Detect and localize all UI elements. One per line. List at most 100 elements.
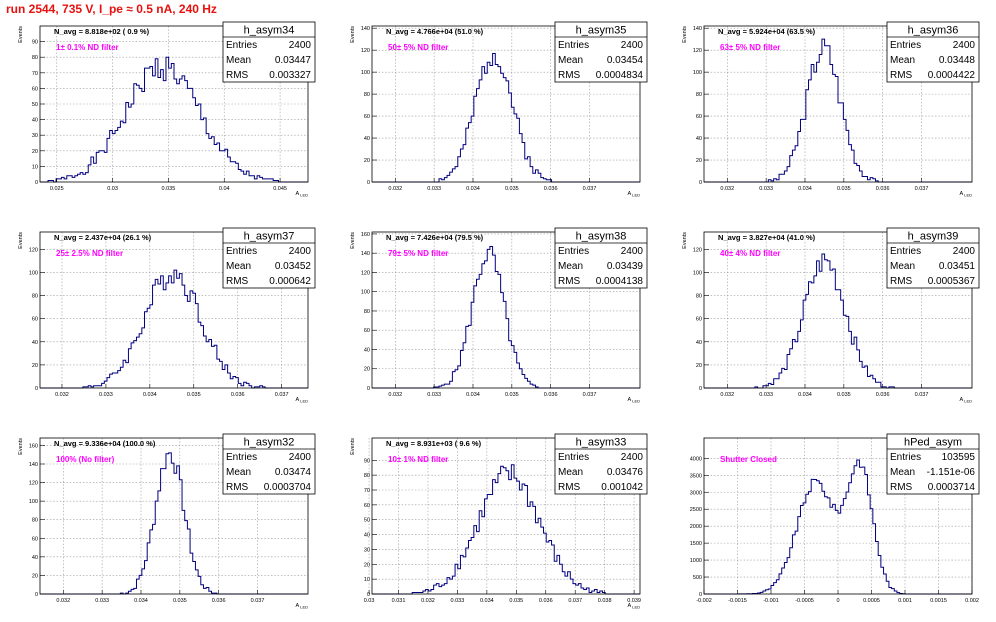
x-tick-label: -0.002 bbox=[696, 598, 712, 604]
x-tick-label: 0.032 bbox=[388, 392, 402, 398]
plot-frame bbox=[371, 25, 641, 183]
stat-value: 2400 bbox=[953, 40, 976, 51]
y-tick-label: 80 bbox=[364, 473, 370, 479]
x-tick-label: 0.032 bbox=[56, 598, 70, 604]
x-tick-label: 0.035 bbox=[509, 598, 523, 604]
stat-label: RMS bbox=[890, 482, 913, 493]
x-tick-label: 0.034 bbox=[466, 392, 480, 398]
navg-label: N_avg = 8.931e+03 ( 9.6 %) bbox=[386, 439, 482, 448]
stat-label: Mean bbox=[226, 261, 251, 272]
x-tick-label: 0.032 bbox=[421, 598, 435, 604]
filter-label: 40± 4% ND filter bbox=[720, 249, 780, 258]
navg-label: N_avg = 9.336e+04 (100.0 %) bbox=[54, 439, 156, 448]
histogram-line bbox=[372, 464, 640, 595]
stat-value: 103595 bbox=[942, 452, 976, 463]
x-tick-label: 0.035 bbox=[837, 186, 851, 192]
x-tick-label: 0.037 bbox=[275, 392, 289, 398]
stats-box: h_asym36 Entries 2400 Mean 0.03448 RMS 0.00044… bbox=[886, 21, 980, 83]
y-tick-label: 2000 bbox=[690, 524, 702, 530]
histogram-h_asym33: 0.03 0.031 0.032 0.033 0.034 0.035 0.036 0.037 0… bbox=[350, 433, 648, 610]
y-tick-label: 40 bbox=[32, 555, 38, 561]
stat-label: Mean bbox=[558, 261, 583, 272]
x-axis-label: ALED bbox=[628, 397, 641, 404]
stats-box-frame bbox=[554, 21, 648, 83]
stat-label: Entries bbox=[226, 246, 257, 257]
y-tick-label: 3500 bbox=[690, 473, 702, 479]
x-tick-label: 0.033 bbox=[759, 186, 773, 192]
y-tick-label: 50 bbox=[364, 518, 370, 524]
stat-label: RMS bbox=[558, 482, 581, 493]
y-tick-label: 100 bbox=[693, 270, 702, 276]
stat-label: Entries bbox=[890, 40, 921, 51]
stat-value: 2400 bbox=[621, 246, 644, 257]
y-tick-label: 80 bbox=[364, 92, 370, 98]
x-tick-label: 0.034 bbox=[798, 392, 812, 398]
stat-value: 0.03476 bbox=[607, 467, 644, 478]
y-tick-label: 140 bbox=[693, 26, 702, 32]
grid bbox=[40, 438, 308, 594]
y-tick-label: 20 bbox=[364, 562, 370, 568]
y-tick-label: 160 bbox=[29, 443, 38, 449]
stat-value: 0.001042 bbox=[601, 482, 643, 493]
y-axis-label: Events bbox=[18, 438, 24, 455]
x-tick-label: 0.035 bbox=[173, 598, 187, 604]
stat-label: Entries bbox=[558, 246, 589, 257]
stat-label: RMS bbox=[558, 276, 581, 287]
x-tick-label: 0.035 bbox=[505, 392, 519, 398]
y-axis-label: Events bbox=[350, 232, 356, 249]
y-tick-label: 100 bbox=[361, 70, 370, 76]
x-axis-label: ALED bbox=[628, 191, 641, 198]
navg-label: N_avg = 8.818e+02 ( 0.9 %) bbox=[54, 27, 150, 36]
y-tick-label: 80 bbox=[364, 309, 370, 315]
x-tick-label: 0.037 bbox=[583, 186, 597, 192]
x-tick-label: 0.036 bbox=[544, 186, 558, 192]
histogram-name: h_asym38 bbox=[576, 231, 627, 243]
x-tick-label: 0.035 bbox=[837, 392, 851, 398]
plot-frame bbox=[703, 25, 973, 183]
filter-label: 79± 5% ND filter bbox=[388, 249, 448, 258]
y-tick-label: 40 bbox=[696, 340, 702, 346]
y-tick-label: 70 bbox=[364, 488, 370, 494]
y-axis-label: Events bbox=[18, 232, 24, 249]
x-tick-label: 0.032 bbox=[55, 392, 69, 398]
stats-box: h_asym32 Entries 2400 Mean 0.03474 RMS 0.00037… bbox=[222, 433, 316, 495]
x-tick-label: 0.033 bbox=[95, 598, 109, 604]
stat-label: RMS bbox=[890, 70, 913, 81]
y-tick-label: 60 bbox=[364, 328, 370, 334]
x-axis-label: ALED bbox=[296, 191, 309, 198]
y-tick-label: 60 bbox=[32, 86, 38, 92]
y-tick-label: 40 bbox=[696, 136, 702, 142]
x-tick-label: 0.033 bbox=[451, 598, 465, 604]
y-tick-label: 1500 bbox=[690, 541, 702, 547]
y-tick-label: 100 bbox=[693, 70, 702, 76]
stat-value: 0.0003704 bbox=[264, 482, 312, 493]
y-tick-label: 80 bbox=[32, 55, 38, 61]
stats-box-frame bbox=[222, 227, 316, 289]
stat-value: 0.003327 bbox=[269, 70, 311, 81]
y-tick-label: 100 bbox=[29, 270, 38, 276]
histogram-name: h_asym32 bbox=[244, 437, 295, 449]
plot-frame bbox=[39, 231, 309, 389]
x-axis-label: ALED bbox=[960, 397, 973, 404]
grid bbox=[704, 232, 972, 388]
stat-label: Entries bbox=[558, 40, 589, 51]
y-tick-label: 0 bbox=[35, 592, 38, 598]
x-tick-label: 0.035 bbox=[187, 392, 201, 398]
x-tick-label: 0.036 bbox=[544, 392, 558, 398]
stat-value: 0.0005367 bbox=[928, 276, 976, 287]
histogram-h_asym35: 0.032 0.033 0.034 0.035 0.036 0.037 0 20 40 60 80 1… bbox=[350, 21, 648, 198]
x-tick-label: 0.034 bbox=[134, 598, 148, 604]
y-tick-label: 60 bbox=[696, 114, 702, 120]
stat-value: 2400 bbox=[289, 40, 312, 51]
y-tick-label: 40 bbox=[32, 118, 38, 124]
y-tick-label: 0 bbox=[367, 386, 370, 392]
x-axis-label: ALED bbox=[960, 191, 973, 198]
y-tick-label: 120 bbox=[361, 48, 370, 54]
stat-label: RMS bbox=[226, 276, 249, 287]
stats-box: h_asym39 Entries 2400 Mean 0.03451 RMS 0.00053… bbox=[886, 227, 980, 289]
stat-value: 0.03454 bbox=[607, 55, 644, 66]
x-tick-label: 0.033 bbox=[427, 392, 441, 398]
stats-box: h_asym37 Entries 2400 Mean 0.03452 RMS 0.00064… bbox=[222, 227, 316, 289]
y-tick-label: 140 bbox=[361, 26, 370, 32]
y-tick-label: 30 bbox=[364, 547, 370, 553]
